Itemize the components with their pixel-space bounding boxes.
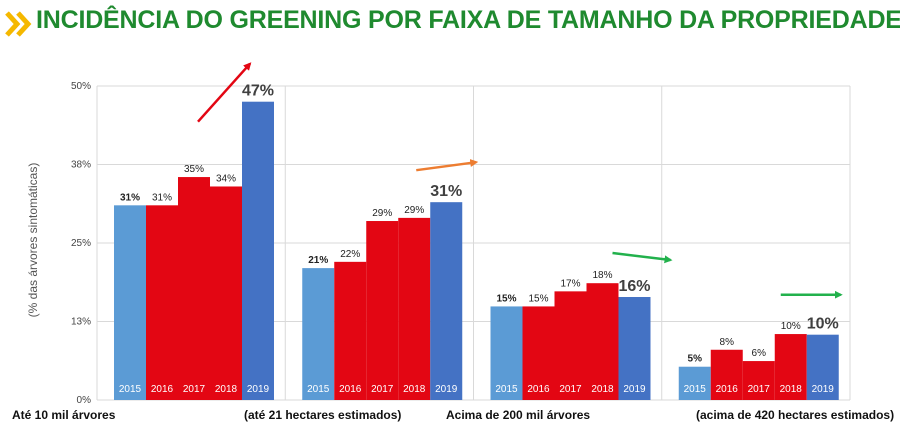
bar-2017 [554, 291, 587, 400]
bar-2019 [430, 202, 463, 400]
bar-year-label: 2016 [151, 384, 174, 395]
bar-2016 [334, 261, 367, 400]
bar-2016 [146, 205, 178, 400]
bar-year-label: 2015 [495, 384, 518, 395]
bar-2018 [774, 334, 807, 400]
bar-value-label: 6% [752, 348, 767, 359]
bar-year-label: 2016 [339, 384, 362, 395]
bar-year-label: 2015 [307, 384, 330, 395]
bar-value-label: 34% [216, 173, 236, 184]
bar-value-label: 17% [560, 278, 580, 289]
chart-title: INCIDÊNCIA DO GREENING POR FAIXA DE TAMA… [36, 6, 900, 34]
y-tick-label: 38% [71, 160, 91, 171]
bar-value-label: 31% [152, 192, 172, 203]
chevron-icon [5, 11, 32, 37]
bar-value-label: 15% [528, 293, 548, 304]
bar-2017 [742, 361, 775, 400]
y-tick-label: 50% [71, 81, 91, 92]
bar-value-label: 21% [308, 255, 328, 266]
bar-year-label: 2019 [623, 384, 646, 395]
group-label-2: (até 21 hectares estimados) [244, 408, 402, 422]
bar-year-label: 2019 [435, 384, 458, 395]
bar-2015 [678, 366, 711, 400]
y-tick-label: 13% [71, 317, 91, 328]
bar-2016 [710, 349, 743, 400]
bar-2019 [618, 297, 651, 400]
bar-value-label: 29% [372, 208, 392, 219]
bar-value-label: 35% [184, 164, 204, 175]
trend-arrow-slight-down [612, 251, 673, 264]
bar-year-label: 2019 [247, 384, 270, 395]
bar-2018 [210, 186, 242, 400]
bar-year-label: 2017 [559, 384, 582, 395]
bar-value-label: 5% [688, 354, 703, 365]
group-label-1: Até 10 mil árvores [12, 408, 116, 422]
y-tick-label: 0% [77, 395, 92, 406]
bar-value-label: 8% [720, 337, 735, 348]
bar-value-label: 10% [807, 316, 839, 333]
bar-2018 [398, 217, 431, 400]
trend-arrow-up [197, 62, 252, 123]
bar-year-label: 2015 [119, 384, 142, 395]
bar-2019 [806, 334, 839, 400]
bar-value-label: 31% [430, 183, 462, 200]
bar-value-label: 31% [120, 192, 140, 203]
bar-year-label: 2017 [748, 384, 771, 395]
bar-year-label: 2016 [716, 384, 739, 395]
bar-2015 [302, 268, 335, 400]
bar-2017 [178, 177, 210, 400]
bar-value-label: 29% [404, 205, 424, 216]
bar-year-label: 2016 [527, 384, 550, 395]
bar-value-label: 10% [781, 321, 801, 332]
bar-year-label: 2018 [215, 384, 238, 395]
bar-year-label: 2018 [403, 384, 426, 395]
bar-value-label: 15% [496, 293, 516, 304]
trend-arrow-slight-up [416, 159, 479, 172]
y-tick-label: 25% [71, 238, 91, 249]
bar-year-label: 2017 [371, 384, 394, 395]
bar-2017 [366, 221, 399, 400]
bar-value-label: 47% [242, 83, 274, 100]
bar-value-label: 22% [340, 249, 360, 260]
bar-year-label: 2019 [812, 384, 835, 395]
bar-year-label: 2018 [591, 384, 614, 395]
bar-2015 [114, 205, 146, 400]
bar-year-label: 2018 [780, 384, 803, 395]
bar-value-label: 16% [618, 278, 650, 295]
bar-2019 [242, 101, 274, 400]
bar-2016 [522, 306, 555, 400]
bar-2015 [490, 306, 523, 400]
bar-year-label: 2017 [183, 384, 206, 395]
title-bar: INCIDÊNCIA DO GREENING POR FAIXA DE TAMA… [0, 0, 900, 46]
bar-year-label: 2015 [684, 384, 707, 395]
group-label-3: Acima de 200 mil árvores [446, 408, 591, 422]
bar-value-label: 18% [592, 270, 612, 281]
bar-2018 [586, 283, 619, 400]
group-label-4: (acima de 420 hectares estimados) [696, 408, 895, 422]
